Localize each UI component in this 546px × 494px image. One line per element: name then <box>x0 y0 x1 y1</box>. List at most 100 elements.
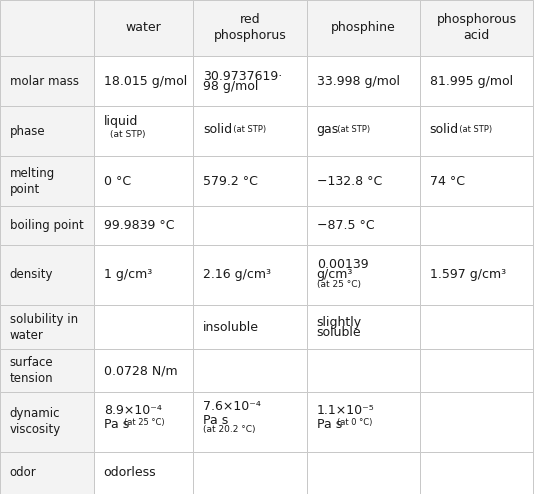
Bar <box>94 206 193 245</box>
Bar <box>307 245 420 305</box>
Text: 81.995 g/mol: 81.995 g/mol <box>430 75 513 87</box>
Bar <box>193 245 307 305</box>
Bar <box>0 0 94 56</box>
Bar <box>0 56 94 106</box>
Text: insoluble: insoluble <box>203 321 259 333</box>
Text: solubility in
water: solubility in water <box>10 313 78 341</box>
Bar <box>0 349 94 392</box>
Text: −87.5 °C: −87.5 °C <box>317 219 375 232</box>
Text: g/cm³: g/cm³ <box>317 268 353 282</box>
Bar <box>0 392 94 452</box>
Text: (at 20.2 °C): (at 20.2 °C) <box>203 425 256 434</box>
Bar <box>193 349 307 392</box>
Text: phosphorous
acid: phosphorous acid <box>437 13 517 42</box>
Text: (at 25 °C): (at 25 °C) <box>124 417 164 427</box>
Bar <box>94 156 193 206</box>
Text: 18.015 g/mol: 18.015 g/mol <box>104 75 187 87</box>
Text: 30.9737619·: 30.9737619· <box>203 70 282 82</box>
Bar <box>420 156 533 206</box>
Bar <box>307 305 420 349</box>
Text: −132.8 °C: −132.8 °C <box>317 175 382 188</box>
Text: melting
point: melting point <box>10 167 55 196</box>
Text: 0.00139: 0.00139 <box>317 258 369 272</box>
Bar <box>307 56 420 106</box>
Text: dynamic
viscosity: dynamic viscosity <box>10 407 61 436</box>
Text: (at STP): (at STP) <box>110 130 145 139</box>
Text: (at STP): (at STP) <box>331 124 370 134</box>
Text: (at STP): (at STP) <box>454 124 492 134</box>
Bar <box>0 245 94 305</box>
Bar <box>94 106 193 156</box>
Bar <box>193 106 307 156</box>
Text: 8.9×10⁻⁴: 8.9×10⁻⁴ <box>104 404 162 416</box>
Text: Pa s: Pa s <box>203 413 228 427</box>
Text: phase: phase <box>10 124 45 138</box>
Text: (at STP): (at STP) <box>228 124 266 134</box>
Bar <box>420 452 533 494</box>
Text: gas: gas <box>317 123 339 136</box>
Bar <box>420 206 533 245</box>
Bar <box>193 452 307 494</box>
Bar <box>307 0 420 56</box>
Text: 1.597 g/cm³: 1.597 g/cm³ <box>430 268 506 282</box>
Bar <box>94 392 193 452</box>
Text: solid: solid <box>203 123 232 136</box>
Text: molar mass: molar mass <box>10 75 79 87</box>
Text: 1 g/cm³: 1 g/cm³ <box>104 268 152 282</box>
Bar <box>193 392 307 452</box>
Bar <box>193 156 307 206</box>
Text: odorless: odorless <box>104 466 156 479</box>
Text: slightly: slightly <box>317 316 362 329</box>
Bar <box>420 56 533 106</box>
Bar <box>307 156 420 206</box>
Text: density: density <box>10 268 54 282</box>
Bar <box>94 0 193 56</box>
Text: 7.6×10⁻⁴: 7.6×10⁻⁴ <box>203 400 261 412</box>
Text: Pa s: Pa s <box>104 417 129 431</box>
Bar <box>0 452 94 494</box>
Bar <box>0 156 94 206</box>
Bar <box>94 305 193 349</box>
Bar <box>420 0 533 56</box>
Bar <box>420 305 533 349</box>
Text: liquid: liquid <box>104 115 138 128</box>
Text: soluble: soluble <box>317 326 361 338</box>
Text: 2.16 g/cm³: 2.16 g/cm³ <box>203 268 271 282</box>
Text: 74 °C: 74 °C <box>430 175 465 188</box>
Bar <box>94 349 193 392</box>
Text: Pa s: Pa s <box>317 417 342 431</box>
Text: solid: solid <box>430 123 459 136</box>
Bar <box>420 106 533 156</box>
Bar <box>94 452 193 494</box>
Bar <box>193 305 307 349</box>
Text: water: water <box>126 21 162 35</box>
Bar <box>193 56 307 106</box>
Bar <box>307 392 420 452</box>
Bar <box>193 206 307 245</box>
Bar <box>420 392 533 452</box>
Text: 99.9839 °C: 99.9839 °C <box>104 219 174 232</box>
Bar <box>307 349 420 392</box>
Text: 579.2 °C: 579.2 °C <box>203 175 258 188</box>
Text: red
phosphorus: red phosphorus <box>213 13 287 42</box>
Bar <box>420 349 533 392</box>
Bar <box>307 106 420 156</box>
Text: 0.0728 N/m: 0.0728 N/m <box>104 364 177 377</box>
Bar <box>193 0 307 56</box>
Bar <box>94 245 193 305</box>
Text: (at 25 °C): (at 25 °C) <box>317 281 361 289</box>
Text: (at 0 °C): (at 0 °C) <box>337 417 372 427</box>
Text: 1.1×10⁻⁵: 1.1×10⁻⁵ <box>317 404 375 416</box>
Text: 0 °C: 0 °C <box>104 175 131 188</box>
Bar <box>307 206 420 245</box>
Text: surface
tension: surface tension <box>10 356 54 385</box>
Text: odor: odor <box>10 466 37 479</box>
Bar <box>0 305 94 349</box>
Bar <box>420 245 533 305</box>
Text: phosphine: phosphine <box>331 21 396 35</box>
Bar <box>0 106 94 156</box>
Text: 33.998 g/mol: 33.998 g/mol <box>317 75 400 87</box>
Bar <box>307 452 420 494</box>
Bar <box>94 56 193 106</box>
Text: boiling point: boiling point <box>10 219 84 232</box>
